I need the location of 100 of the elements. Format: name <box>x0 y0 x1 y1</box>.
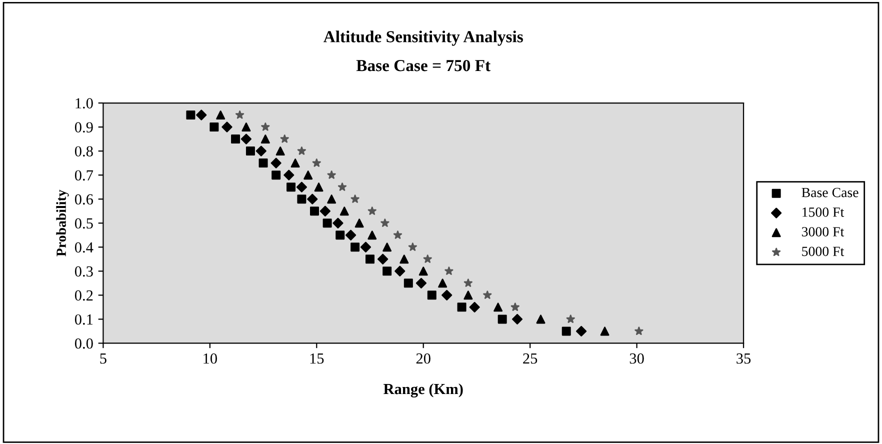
point <box>216 110 226 120</box>
point <box>393 230 402 239</box>
y-tick-label: 0.8 <box>74 146 93 157</box>
point <box>536 314 546 324</box>
point <box>242 122 251 132</box>
point <box>345 230 356 240</box>
point <box>366 254 374 264</box>
point <box>512 314 523 324</box>
point <box>338 182 347 191</box>
y-axis-title: Probability <box>56 190 69 256</box>
point <box>444 266 454 275</box>
y-tick-label: 0.0 <box>74 338 93 349</box>
point <box>510 302 520 311</box>
point <box>222 122 232 132</box>
x-tick-label: 20 <box>416 353 430 364</box>
point <box>272 170 281 180</box>
legend-label: 3000 Ft <box>802 227 844 236</box>
point <box>210 122 219 132</box>
point <box>297 146 306 155</box>
point <box>336 230 345 240</box>
point <box>290 158 300 168</box>
point <box>368 206 376 215</box>
point <box>196 110 207 120</box>
point <box>394 266 406 276</box>
point <box>469 302 480 312</box>
point <box>312 158 321 167</box>
point <box>322 218 332 228</box>
point <box>310 206 320 216</box>
point <box>368 230 377 240</box>
x-axis-title: Range (Km) <box>384 383 463 398</box>
x-tick-label: 10 <box>204 353 217 364</box>
x-tick-label: 35 <box>736 353 751 364</box>
point <box>296 182 307 192</box>
chart-title: Altitude Sensitivity Analysis <box>324 30 523 46</box>
point <box>442 290 452 300</box>
point <box>235 110 244 119</box>
point <box>562 326 571 336</box>
point <box>350 194 360 203</box>
point <box>634 326 644 335</box>
y-tick-label: 0.1 <box>74 314 93 325</box>
point <box>464 278 472 287</box>
point <box>258 158 268 168</box>
y-tick-label: 0.2 <box>74 290 93 301</box>
point <box>600 326 610 336</box>
point <box>354 218 364 228</box>
legend-label: 5000 Ft <box>802 246 844 256</box>
y-tick-label: 0.9 <box>74 122 93 133</box>
point <box>378 254 388 264</box>
point <box>498 314 507 324</box>
y-tick-label: 1.0 <box>76 98 93 109</box>
point <box>332 218 344 228</box>
y-tick-label: 0.4 <box>74 242 94 253</box>
x-tick-label: 15 <box>310 353 324 364</box>
point <box>286 182 296 192</box>
point <box>438 278 448 288</box>
point <box>256 146 266 156</box>
point <box>284 170 294 180</box>
point <box>270 158 282 168</box>
point <box>400 254 409 264</box>
point <box>382 266 392 276</box>
point <box>231 134 240 144</box>
point <box>246 146 255 156</box>
point <box>320 206 330 216</box>
point <box>418 266 428 276</box>
point <box>423 254 432 263</box>
point <box>327 170 336 179</box>
y-tick-label: 0.6 <box>74 194 94 205</box>
point <box>340 206 349 216</box>
point <box>260 134 270 144</box>
chart-subtitle: Base Case = 750 Ft <box>356 60 491 72</box>
x-tick-label: 25 <box>523 353 538 364</box>
point <box>566 314 575 323</box>
x-tick-label: 30 <box>630 353 644 364</box>
point <box>457 302 466 312</box>
point <box>280 134 289 143</box>
point <box>404 278 413 288</box>
legend-label: 1500 Ft <box>802 207 844 217</box>
point <box>416 278 427 288</box>
y-tick-label: 0.5 <box>74 218 93 229</box>
point <box>427 290 436 300</box>
x-tick-label: 5 <box>100 354 106 364</box>
point <box>314 182 324 192</box>
point <box>360 242 372 252</box>
point <box>408 242 417 251</box>
point <box>276 146 285 156</box>
point <box>327 194 336 204</box>
point <box>297 194 306 204</box>
point <box>464 290 473 300</box>
point <box>494 302 503 312</box>
point <box>304 170 313 180</box>
y-tick-label: 0.3 <box>74 266 93 277</box>
point <box>382 242 392 252</box>
legend-label: Base Case <box>802 188 858 198</box>
point <box>186 110 196 120</box>
point <box>240 134 252 144</box>
point <box>576 326 587 337</box>
point <box>261 122 270 131</box>
point <box>483 290 492 299</box>
point <box>307 194 318 204</box>
point <box>350 242 360 252</box>
